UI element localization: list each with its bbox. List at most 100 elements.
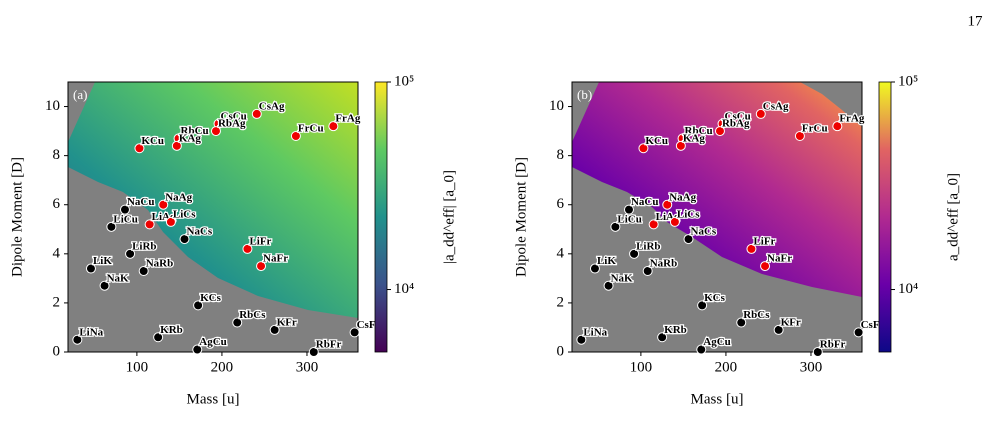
x-tick-label: 100	[630, 359, 653, 375]
point	[675, 140, 686, 151]
point-label: KFr	[277, 316, 297, 328]
point	[210, 126, 221, 137]
point-label: FrCu	[298, 123, 324, 135]
point	[85, 263, 96, 274]
point-label: NaCu	[127, 196, 155, 208]
point	[242, 243, 253, 254]
point-label: CsAg	[259, 100, 285, 112]
y-tick-label: 6	[53, 196, 61, 212]
point	[138, 266, 149, 276]
y-tick-label: 4	[557, 245, 565, 261]
point-label: FrAg	[839, 113, 865, 125]
point-label: RbAg	[218, 118, 246, 130]
y-tick-label: 4	[53, 245, 61, 261]
point-label: RbAg	[722, 118, 750, 130]
y-tick-label: 0	[53, 343, 61, 359]
point	[308, 347, 319, 357]
point	[576, 334, 587, 345]
point-label: LiK	[93, 255, 112, 267]
point	[153, 332, 164, 343]
point	[812, 347, 823, 357]
colorbar-tick-label: 10⁵	[394, 73, 414, 89]
point-label: CsCu	[221, 110, 247, 122]
point-label: NaK	[611, 272, 633, 284]
y-tick-label: 8	[557, 147, 565, 163]
point-label: KCs	[704, 292, 726, 304]
point-label: NaCs	[187, 226, 213, 238]
point-label: LiK	[597, 255, 616, 267]
point-label: AgCu	[199, 336, 227, 348]
point-label: KCu	[645, 135, 668, 147]
point	[158, 199, 169, 210]
point	[179, 234, 190, 245]
point-label: FrAg	[335, 113, 361, 125]
y-axis-label: Dipole Moment [D]	[9, 157, 25, 277]
point	[623, 204, 634, 215]
point	[638, 143, 649, 154]
point-label: CsCu	[725, 110, 751, 122]
point-label: AgCu	[703, 336, 731, 348]
point	[603, 280, 614, 291]
page-number: 17	[968, 13, 984, 29]
x-tick-label: 200	[211, 359, 234, 375]
point-label: NaFr	[263, 253, 288, 265]
point	[714, 126, 725, 137]
plot-frame	[571, 81, 863, 353]
point	[648, 219, 659, 230]
point	[144, 219, 155, 230]
point-label: RbFr	[316, 339, 342, 351]
point-label: LiCu	[617, 213, 641, 225]
point	[662, 199, 673, 210]
point	[99, 280, 110, 291]
point	[657, 332, 668, 343]
point-label: LiNa	[79, 326, 103, 338]
point-label: KAg	[683, 132, 706, 144]
point	[629, 248, 640, 259]
point	[119, 204, 130, 215]
point	[736, 317, 747, 328]
point	[125, 248, 136, 259]
point	[794, 131, 805, 141]
point-label: LiFr	[249, 235, 271, 247]
point-label: RbFr	[820, 339, 846, 351]
x-tick-label: 200	[715, 359, 738, 375]
point	[256, 261, 267, 272]
y-tick-label: 10	[45, 98, 60, 114]
point-label: NaCu	[631, 196, 659, 208]
point	[251, 108, 262, 119]
point	[746, 243, 757, 254]
point-label: KAg	[179, 132, 202, 144]
x-tick-label: 100	[126, 359, 149, 375]
point-label: RbCu	[181, 125, 209, 137]
point-label: KRb	[664, 324, 687, 336]
point-label: LiCs	[677, 208, 700, 220]
y-tick-label: 2	[557, 294, 565, 310]
y-axis-label: Dipole Moment [D]	[513, 157, 529, 277]
colorbar-tick-label: 10⁵	[898, 73, 918, 89]
point-label: KRb	[160, 324, 183, 336]
point	[269, 324, 280, 335]
y-tick-label: 2	[53, 294, 61, 310]
point	[290, 131, 301, 141]
point-label: NaAg	[165, 191, 192, 203]
panel-label: (b)	[577, 87, 592, 102]
point-label: FrCu	[802, 123, 828, 135]
point	[165, 216, 176, 227]
y-tick-label: 0	[557, 343, 565, 359]
point-label: NaK	[107, 272, 129, 284]
point-label: NaFr	[767, 253, 792, 265]
x-tick-label: 300	[800, 359, 823, 375]
point-label: LiNa	[583, 326, 607, 338]
point	[193, 300, 204, 311]
x-axis-label: Mass [u]	[691, 391, 744, 407]
point-label: KCs	[200, 292, 222, 304]
colorbar-tick-label: 10⁴	[394, 281, 414, 297]
colorbar-label: a_dd^eff [a_0]	[945, 173, 961, 261]
point-label: LiRb	[132, 240, 156, 252]
point	[610, 221, 621, 232]
point-label: LiFr	[753, 235, 775, 247]
y-tick-label: 8	[53, 147, 61, 163]
point-label: CsAg	[763, 100, 789, 112]
point	[232, 317, 243, 328]
